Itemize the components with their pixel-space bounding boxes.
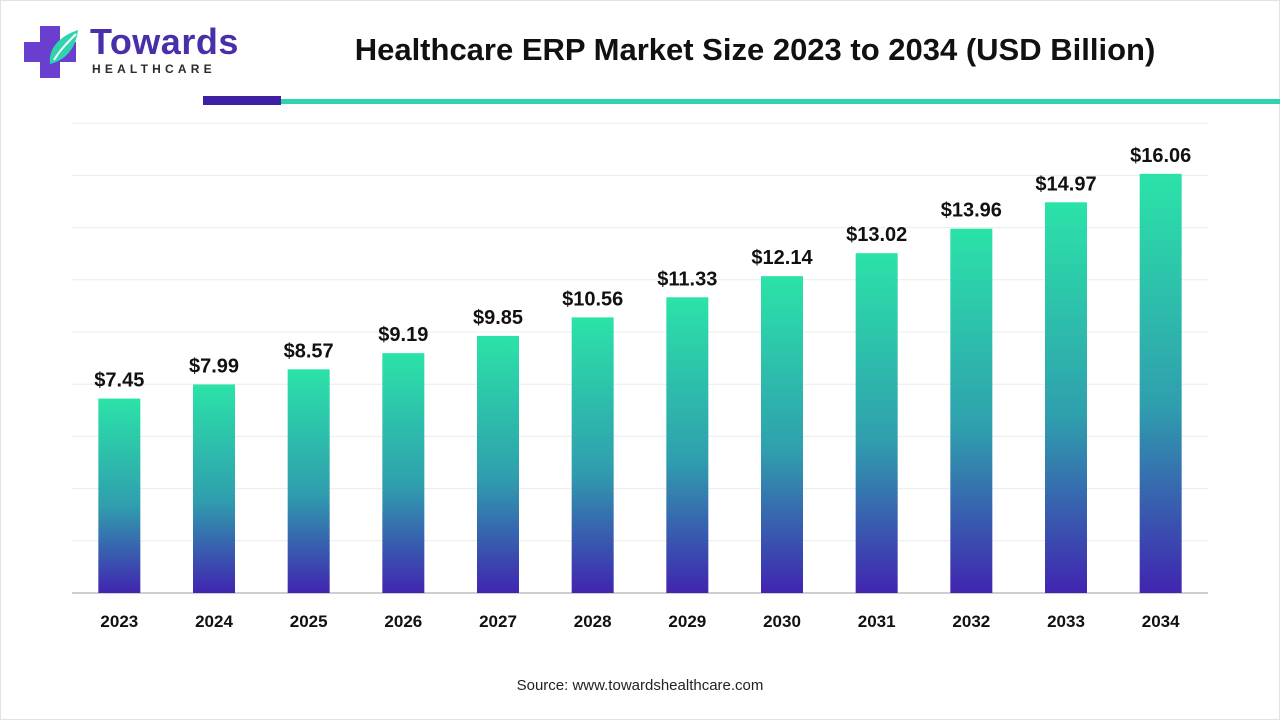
bar-2029 bbox=[666, 297, 709, 593]
bar-2033 bbox=[1045, 202, 1087, 593]
value-label-2033: $14.97 bbox=[1035, 173, 1096, 195]
brand-name: Towards bbox=[90, 21, 239, 62]
title-underline bbox=[281, 99, 1280, 104]
x-tick-2033: 2033 bbox=[1047, 612, 1085, 631]
bars bbox=[98, 173, 1182, 594]
value-label-2032: $13.96 bbox=[941, 200, 1002, 222]
x-tick-labels: 2023 2024 2025 2026 2027 2028 2029 2030 2031 2032… bbox=[100, 612, 1180, 631]
value-label-2029: $11.33 bbox=[657, 268, 717, 290]
x-tick-2030: 2030 bbox=[763, 612, 801, 631]
bar-2023 bbox=[98, 398, 141, 593]
bar-2025 bbox=[287, 369, 330, 593]
value-label-2028: $10.56 bbox=[562, 288, 623, 310]
value-labels: $7.45 $7.99 $8.57 $9.19 $9.85 $10.56 $11.33 $12… bbox=[94, 145, 1191, 392]
bar-2028 bbox=[571, 317, 614, 593]
bar-2030 bbox=[761, 276, 803, 593]
brand-logo: Towards HEALTHCARE bbox=[18, 18, 238, 78]
x-tick-2032: 2032 bbox=[952, 612, 990, 631]
value-label-2030: $12.14 bbox=[751, 247, 813, 269]
gridlines bbox=[72, 122, 1208, 594]
bar-2032 bbox=[950, 228, 993, 594]
bar-2034 bbox=[1139, 173, 1182, 594]
medical-cross-icon bbox=[24, 26, 78, 78]
x-tick-2027: 2027 bbox=[479, 612, 517, 631]
value-label-2027: $9.85 bbox=[473, 307, 523, 329]
x-tick-2034: 2034 bbox=[1142, 612, 1180, 631]
bar-2031 bbox=[855, 253, 898, 594]
title-underline-accent bbox=[203, 96, 281, 105]
source-note: Source: www.towardshealthcare.com bbox=[516, 677, 764, 694]
x-tick-2026: 2026 bbox=[384, 612, 422, 631]
x-tick-2023: 2023 bbox=[100, 612, 138, 631]
bar-2026 bbox=[382, 353, 425, 593]
brand-tagline: HEALTHCARE bbox=[92, 62, 216, 76]
value-label-2023: $7.45 bbox=[94, 370, 144, 392]
value-label-2025: $8.57 bbox=[284, 340, 334, 362]
bar-2024 bbox=[193, 384, 235, 593]
value-label-2024: $7.99 bbox=[189, 355, 239, 377]
value-label-2026: $9.19 bbox=[378, 324, 428, 346]
x-tick-2024: 2024 bbox=[195, 612, 233, 631]
value-label-2031: $13.02 bbox=[846, 224, 907, 246]
bar-2027 bbox=[477, 335, 519, 593]
x-tick-2029: 2029 bbox=[668, 612, 706, 631]
x-tick-2031: 2031 bbox=[858, 612, 896, 631]
chart-title: Healthcare ERP Market Size 2023 to 2034 … bbox=[354, 32, 1156, 67]
x-tick-2028: 2028 bbox=[574, 612, 612, 631]
x-tick-2025: 2025 bbox=[290, 612, 328, 631]
value-label-2034: $16.06 bbox=[1130, 145, 1191, 167]
